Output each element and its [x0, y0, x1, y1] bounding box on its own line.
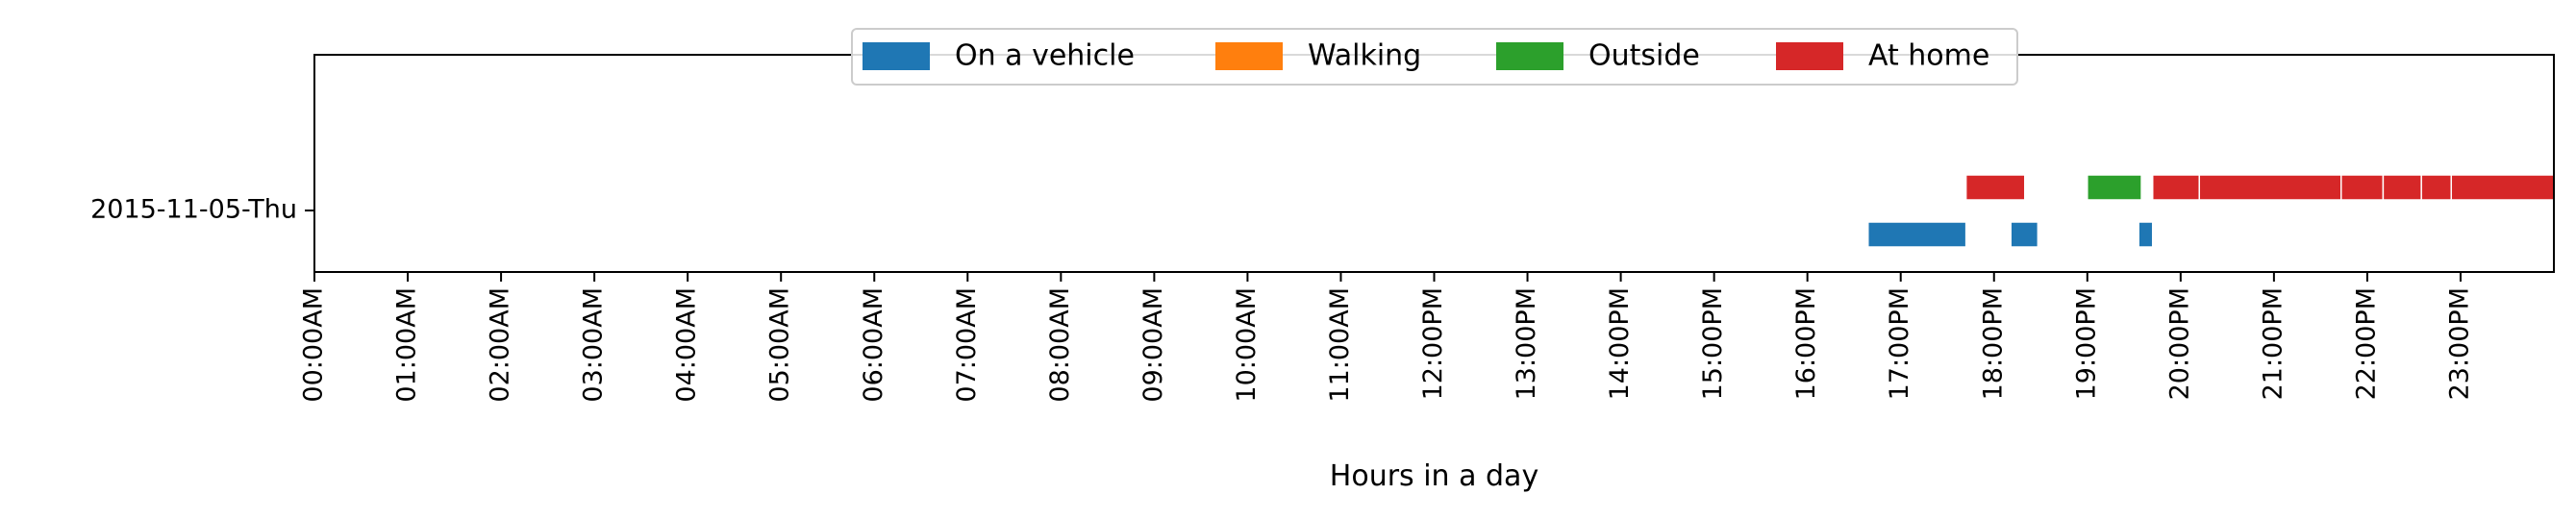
- legend-label-at-home: At home: [1868, 39, 1989, 73]
- x-tick-label: 14:00PM: [1605, 287, 1635, 400]
- x-tick-label: 06:00AM: [859, 287, 888, 403]
- bar-on-a-vehicle-2: [2010, 221, 2039, 248]
- legend-label-outside: Outside: [1588, 39, 1700, 73]
- x-tick-label: 11:00AM: [1325, 287, 1355, 403]
- x-tick-label: 10:00AM: [1232, 287, 1262, 403]
- bar-at-home-6: [2420, 174, 2453, 201]
- x-tick-label: 15:00PM: [1698, 287, 1728, 400]
- bar-at-home-1: [1964, 174, 2026, 201]
- x-tick-label: 02:00AM: [486, 287, 515, 403]
- x-tick-label: 19:00PM: [2071, 287, 2101, 400]
- x-tick-label: 13:00PM: [1512, 287, 1541, 400]
- bar-at-home-4: [2339, 174, 2385, 201]
- x-tick-label: 17:00PM: [1885, 287, 1914, 400]
- legend-box: [851, 28, 2018, 86]
- x-tick-label: 22:00PM: [2351, 287, 2381, 400]
- x-tick-label: 00:00AM: [299, 287, 329, 403]
- bar-on-a-vehicle-1: [1866, 221, 1967, 248]
- x-tick-label: 09:00AM: [1138, 287, 1168, 403]
- x-axis-label: Hours in a day: [1330, 459, 1538, 493]
- x-tick-label: 07:00AM: [952, 287, 982, 403]
- x-tick-label: 03:00AM: [579, 287, 609, 403]
- bar-at-home-5: [2382, 174, 2422, 201]
- bars-layer: [1866, 174, 2555, 248]
- legend-swatch-walking: [1215, 42, 1283, 70]
- x-tick-label: 12:00PM: [1418, 287, 1448, 400]
- x-tick-label: 08:00AM: [1045, 287, 1075, 403]
- bar-at-home-7: [2450, 174, 2555, 201]
- x-tick-label: 16:00PM: [1791, 287, 1821, 400]
- legend-swatch-outside: [1496, 42, 1563, 70]
- x-tick-label: 21:00PM: [2258, 287, 2288, 400]
- x-tick-label: 23:00PM: [2444, 287, 2474, 400]
- bar-at-home-2: [2151, 174, 2200, 201]
- y-tick-label: 2015-11-05-Thu: [90, 195, 297, 225]
- legend-label-on-a-vehicle: On a vehicle: [955, 39, 1135, 73]
- x-tick-label: 04:00AM: [672, 287, 702, 403]
- bar-at-home-3: [2198, 174, 2342, 201]
- x-tick-label: 18:00PM: [1978, 287, 2008, 400]
- bar-outside-1: [2087, 174, 2142, 201]
- bar-on-a-vehicle-3: [2138, 221, 2154, 248]
- legend-swatch-at-home: [1776, 42, 1843, 70]
- legend: On a vehicle Walking Outside At home: [851, 28, 2018, 86]
- x-tick-label: 05:00AM: [765, 287, 795, 403]
- axes-layer: 00:00AM 01:00AM 02:00AM 03:00AM 04:00AM 05:00…: [90, 195, 2474, 403]
- x-tick-label: 01:00AM: [392, 287, 422, 403]
- legend-label-walking: Walking: [1308, 39, 1421, 73]
- x-tick-label: 20:00PM: [2164, 287, 2194, 400]
- legend-swatch-on-a-vehicle: [863, 42, 930, 70]
